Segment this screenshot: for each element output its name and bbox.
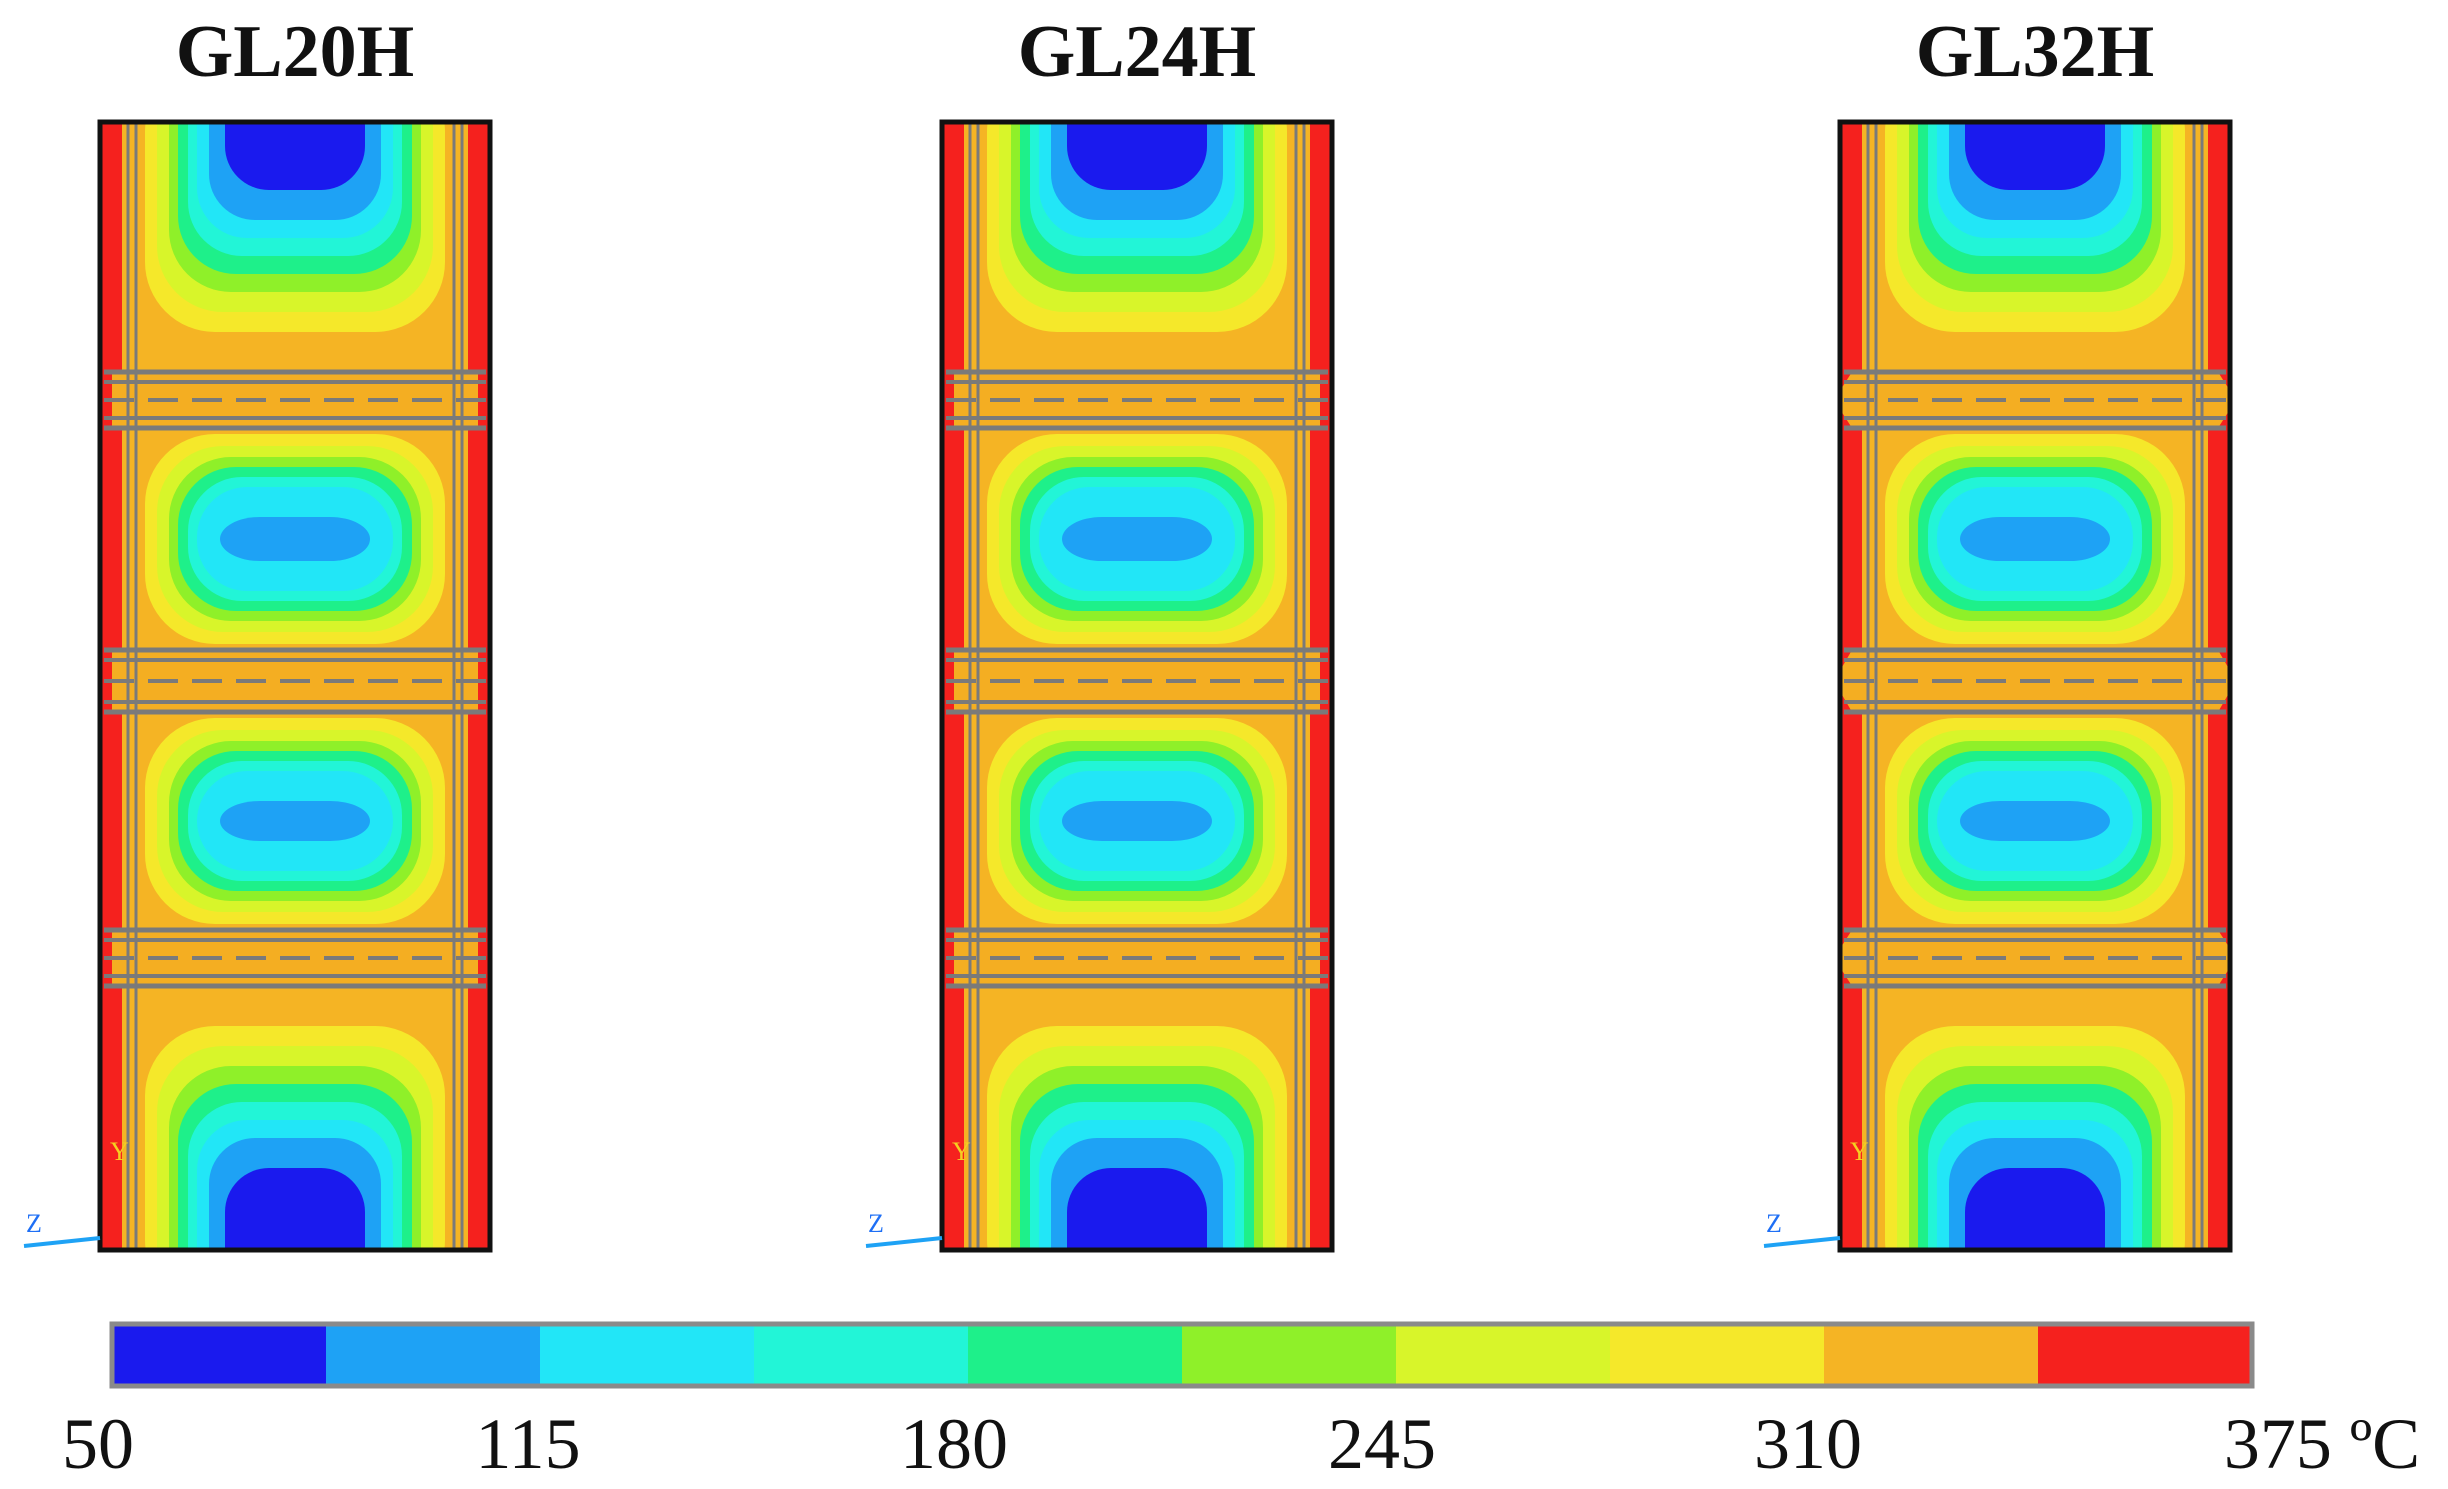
axis-y-label: Y <box>110 1137 129 1166</box>
colorbar-tick-375: 375 ºC <box>2224 1404 2420 1484</box>
temperature-band <box>1062 517 1212 561</box>
temperature-band <box>1960 517 2110 561</box>
colorbar-segment <box>1610 1324 1825 1386</box>
colorbar-segment <box>754 1324 969 1386</box>
axis-z-label: Z <box>1766 1209 1782 1238</box>
colorbar-segment <box>1182 1324 1397 1386</box>
temperature-band <box>1062 801 1212 841</box>
temperature-colorbar <box>112 1324 2253 1386</box>
axis-y-label: Y <box>952 1137 971 1166</box>
colorbar-segment <box>1396 1324 1611 1386</box>
panel-field <box>100 122 490 1250</box>
colorbar-segment <box>2038 1324 2253 1386</box>
axis-z-arrow <box>23 1236 101 1248</box>
colorbar-tick-310: 310 <box>1754 1404 1862 1484</box>
panel-field <box>1840 122 2230 1250</box>
thermal-panel-gl24h: YZ <box>865 119 1335 1253</box>
axis-y-label: Y <box>1850 1137 1869 1166</box>
thermal-panel-gl20h: YZ <box>23 119 493 1253</box>
panel-frame <box>1837 119 2233 1253</box>
temperature-band <box>220 801 370 841</box>
colorbar-segment <box>1824 1324 2039 1386</box>
panel-frame <box>97 119 493 1253</box>
colorbar-frame <box>109 1321 2255 1389</box>
axis-z-arrow <box>1763 1236 1841 1248</box>
colorbar-segment <box>540 1324 755 1386</box>
temperature-band <box>1067 122 1207 190</box>
temperature-band <box>1965 122 2105 190</box>
colorbar-tick-50: 50 <box>62 1404 134 1484</box>
colorbar-tick-180: 180 <box>900 1404 1008 1484</box>
panel-field <box>942 122 1332 1250</box>
temperature-band <box>1960 801 2110 841</box>
panel-title-gl20h: GL20H <box>176 11 414 93</box>
temperature-band <box>1965 1168 2105 1250</box>
temperature-band <box>225 1168 365 1250</box>
axis-z-arrow <box>865 1236 943 1248</box>
axis-z-label: Z <box>26 1209 42 1238</box>
colorbar-tick-245: 245 <box>1328 1404 1436 1484</box>
temperature-band <box>1067 1168 1207 1250</box>
panel-title-gl24h: GL24H <box>1018 11 1256 93</box>
colorbar-segment <box>112 1324 327 1386</box>
colorbar-segment <box>326 1324 541 1386</box>
panel-frame <box>939 119 1335 1253</box>
temperature-band <box>220 517 370 561</box>
panel-title-gl32h: GL32H <box>1916 11 2154 93</box>
colorbar-segment <box>968 1324 1183 1386</box>
thermal-panel-gl32h: YZ <box>1763 119 2233 1253</box>
axis-z-label: Z <box>868 1209 884 1238</box>
colorbar-tick-115: 115 <box>475 1404 580 1484</box>
temperature-band <box>225 122 365 190</box>
